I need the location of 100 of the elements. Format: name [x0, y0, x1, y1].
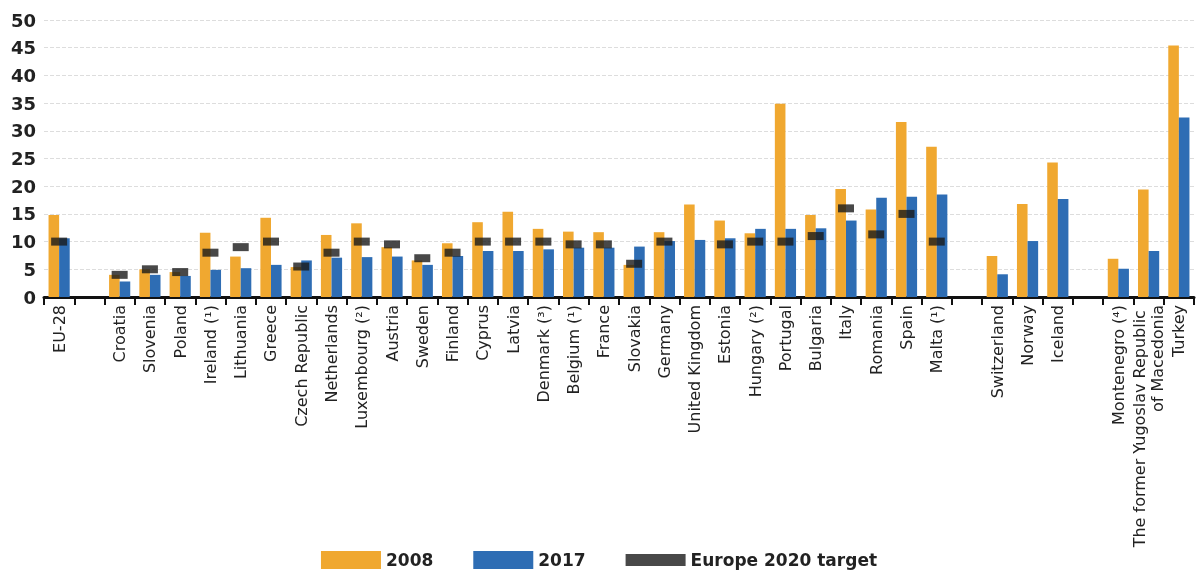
bar — [694, 239, 706, 297]
y-tick-label: 40 — [10, 64, 36, 86]
x-tick-label: Croatia — [110, 305, 130, 363]
y-tick-label: 0 — [23, 286, 36, 308]
bar — [210, 269, 222, 297]
y-tick-label: 20 — [10, 175, 36, 197]
bar — [240, 268, 252, 297]
bar — [320, 234, 332, 297]
bar — [260, 217, 271, 297]
y-tick-label: 50 — [10, 9, 36, 31]
x-tick-label: Netherlands — [322, 305, 341, 403]
legend-label: Europe 2020 target — [690, 550, 878, 570]
x-tick-label: Germany — [654, 305, 674, 379]
y-tick-label: 10 — [10, 231, 36, 253]
bar — [1016, 203, 1028, 297]
bar — [1178, 117, 1190, 297]
bar — [230, 256, 241, 297]
bar — [876, 197, 887, 297]
x-tick-label: Spain — [897, 305, 916, 350]
bar — [149, 274, 161, 297]
x-tick-label: Slovenia — [140, 305, 160, 374]
x-tick-label: Montenegro (⁴) — [1108, 305, 1128, 425]
x-tick-label: Estonia — [715, 305, 735, 364]
bar — [411, 260, 423, 297]
y-tick-label: 35 — [10, 92, 36, 114]
legend-label: 2008 — [385, 550, 434, 570]
bar — [270, 264, 282, 297]
y-tick-label: 25 — [10, 148, 36, 169]
bar — [895, 121, 907, 297]
bar — [1107, 258, 1119, 297]
bar — [845, 220, 857, 297]
bar — [180, 275, 191, 297]
bar — [755, 228, 766, 297]
x-tick-label: Malta (¹) — [927, 305, 947, 374]
x-tick-label: Finland — [443, 305, 463, 363]
bar — [1118, 268, 1129, 297]
bar — [785, 228, 797, 297]
bar — [926, 146, 937, 297]
bar — [603, 247, 615, 297]
x-tick-label: The former Yugoslav Republic of Macedonia — [1130, 305, 1168, 549]
bar — [563, 231, 574, 297]
x-tick-label: Austria — [382, 305, 402, 362]
bar — [1047, 162, 1058, 297]
x-tick-label: Belgium (¹) — [564, 305, 584, 395]
bar — [361, 257, 373, 297]
x-tick-label: Latvia — [503, 305, 523, 354]
bar — [502, 211, 514, 297]
x-tick-label: Denmark (³) — [533, 305, 553, 403]
x-tick-label: Norway — [1018, 305, 1038, 366]
bar — [835, 188, 846, 297]
bar — [573, 247, 585, 297]
bar — [331, 257, 343, 297]
y-tick-label: 45 — [10, 37, 36, 59]
x-tick-label: Switzerland — [987, 305, 1007, 399]
x-tick-label: United Kingdom — [685, 305, 705, 434]
bar — [392, 256, 403, 297]
x-tick-label: Cyprus — [473, 305, 493, 361]
x-tick-label: EU-28 — [49, 305, 69, 353]
x-tick-label: Sweden — [412, 305, 432, 369]
bar — [381, 247, 393, 297]
bar — [513, 251, 524, 297]
bar — [1138, 189, 1149, 297]
x-tick-label: Portugal — [775, 305, 795, 372]
x-tick-label: France — [594, 305, 614, 359]
bar — [1148, 251, 1160, 297]
x-tick-label: Turkey — [1169, 305, 1189, 359]
bar — [986, 256, 998, 297]
bar — [452, 256, 464, 297]
bar — [543, 249, 554, 297]
x-tick-label: Slovakia — [624, 305, 644, 373]
y-tick-label: 5 — [23, 258, 36, 280]
legend-label: 2017 — [538, 550, 586, 570]
x-tick-label: Bulgaria — [806, 305, 826, 372]
y-tick-label: 15 — [10, 203, 36, 225]
bar — [351, 223, 362, 297]
bar — [593, 232, 604, 297]
bar — [59, 238, 70, 297]
bar — [1027, 241, 1039, 297]
bar — [805, 215, 816, 297]
bar — [422, 264, 433, 297]
x-tick-label: Czech Republic — [291, 305, 311, 427]
x-tick-label: Hungary (²) — [745, 305, 765, 398]
x-tick-label: Iceland — [1048, 305, 1068, 363]
bar — [774, 103, 786, 297]
bar — [482, 251, 494, 297]
x-tick-label: Luxembourg (²) — [352, 305, 372, 429]
bar — [1057, 198, 1069, 297]
bar — [714, 220, 725, 297]
bar — [1168, 45, 1179, 297]
bar — [472, 222, 483, 297]
x-tick-label: Lithuania — [231, 305, 251, 380]
x-tick-label: Italy — [836, 305, 856, 340]
x-tick-label: Ireland (¹) — [200, 305, 220, 385]
x-tick-label: Romania — [866, 305, 886, 375]
bar — [997, 274, 1008, 297]
bar — [664, 241, 675, 297]
bar — [119, 281, 131, 297]
bar — [684, 204, 695, 297]
x-tick-label: Greece — [261, 305, 281, 362]
x-tick-label: Poland — [170, 305, 190, 359]
